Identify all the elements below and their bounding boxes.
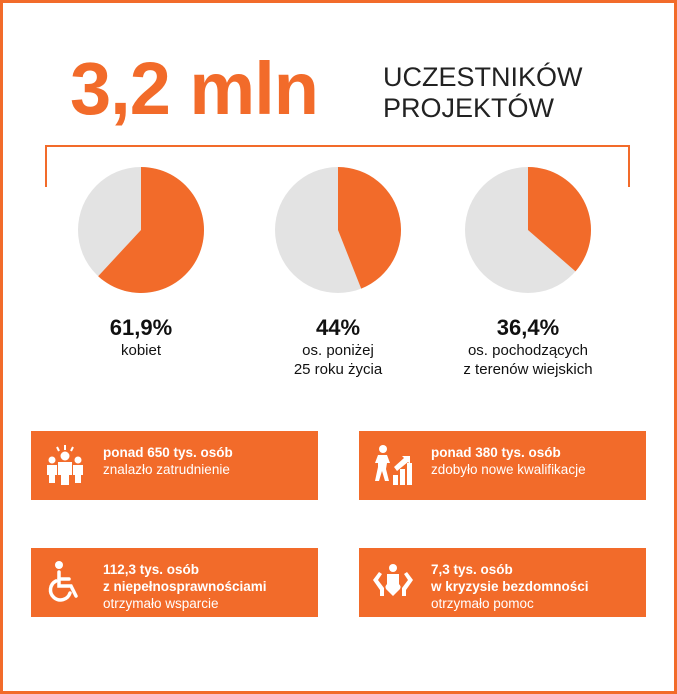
card-employment-line2: znalazło zatrudnienie — [103, 462, 230, 477]
wheelchair-icon — [48, 561, 78, 602]
card-disability-line2: z niepełnosprawnościami — [103, 579, 267, 594]
card-disability: 112,3 tys. osób z niepełnosprawnościami … — [31, 548, 318, 617]
card-homelessness-text: 7,3 tys. osób w kryzysie bezdomności otr… — [431, 561, 640, 612]
participants-label-line1: UCZESTNIKÓW — [383, 62, 583, 92]
card-disability-line3: otrzymało wsparcie — [103, 596, 219, 611]
participants-total: 3,2 mln — [70, 47, 319, 130]
card-qualifications-text: ponad 380 tys. osób zdobyło nowe kwalifi… — [431, 444, 640, 478]
stat-youth-caption-2: 25 roku życia — [293, 361, 383, 378]
stat-rural: 36,4% os. pochodzących z terenów wiejski… — [428, 315, 628, 379]
card-disability-text: 112,3 tys. osób z niepełnosprawnościami … — [103, 561, 312, 612]
stat-rural-caption-2: z terenów wiejskich — [463, 361, 593, 378]
card-employment-text: ponad 650 tys. osób znalazło zatrudnieni… — [103, 444, 312, 478]
card-homelessness-line2: w kryzysie bezdomności — [431, 579, 589, 594]
card-homelessness-line1: 7,3 tys. osób — [431, 562, 513, 577]
stat-youth-value: 44% — [315, 315, 361, 340]
pie-charts — [78, 167, 591, 294]
stat-rural-caption-1: os. pochodzących — [467, 342, 589, 359]
stat-women-caption-1: kobiet — [120, 342, 162, 359]
stairs-growth-icon — [375, 445, 412, 485]
pie-rural-slice — [528, 167, 591, 272]
people-group-icon — [47, 445, 83, 485]
card-qualifications-line1: ponad 380 tys. osób — [431, 445, 561, 460]
card-employment-line1: ponad 650 tys. osób — [103, 445, 233, 460]
section-bracket — [45, 145, 630, 187]
stat-women: 61,9% kobiet — [41, 315, 241, 360]
stat-women-value: 61,9% — [109, 315, 173, 340]
pie-youth-slice — [338, 167, 402, 289]
card-disability-line1: 112,3 tys. osób — [103, 562, 200, 577]
participants-label: UCZESTNIKÓW PROJEKTÓW — [383, 62, 583, 124]
stat-youth-caption-1: os. poniżej — [302, 342, 374, 359]
stat-youth: 44% os. poniżej 25 roku życia — [238, 315, 438, 379]
card-qualifications-line2: zdobyło nowe kwalifikacje — [431, 462, 586, 477]
card-employment: ponad 650 tys. osób znalazło zatrudnieni… — [31, 431, 318, 500]
card-qualifications: ponad 380 tys. osób zdobyło nowe kwalifi… — [359, 431, 646, 500]
helping-hands-icon — [373, 564, 413, 596]
participants-label-line2: PROJEKTÓW — [383, 93, 555, 123]
stat-rural-value: 36,4% — [496, 315, 560, 340]
pie-women-slice — [98, 167, 204, 294]
card-homelessness: 7,3 tys. osób w kryzysie bezdomności otr… — [359, 548, 646, 617]
card-homelessness-line3: otrzymało pomoc — [431, 596, 534, 611]
